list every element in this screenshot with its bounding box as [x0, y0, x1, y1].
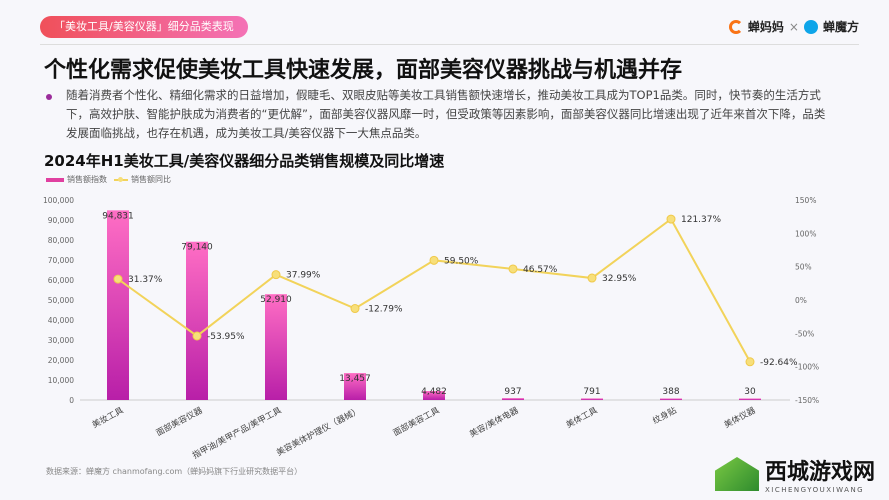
bar [423, 391, 445, 400]
line-point [666, 214, 676, 224]
line-point [429, 255, 439, 265]
left-tick-label: 100,000 [43, 196, 74, 205]
line-data-label: 31.37% [128, 275, 163, 285]
line-data-label: -92.64% [760, 358, 798, 368]
line-point [271, 270, 281, 280]
bar-data-label: 30 [744, 387, 756, 397]
bullet-icon [46, 94, 52, 100]
left-tick-label: 0 [69, 396, 74, 405]
logo-subtext: XICHENGYOUXIWANG [764, 486, 865, 494]
line-data-label: 37.99% [286, 271, 321, 281]
legend-line-label: 销售额同比 [131, 175, 171, 184]
left-tick-label: 10,000 [48, 376, 74, 385]
logo-text: 西城游戏网 [764, 459, 875, 485]
right-tick-label: 0% [795, 296, 807, 305]
bar-data-label: 4,482 [421, 387, 447, 397]
right-tick-label: -150% [795, 396, 819, 405]
bar [344, 373, 366, 400]
line-point [745, 357, 755, 367]
line-data-label: 121.37% [681, 215, 721, 225]
line-data-label: -53.95% [207, 332, 245, 342]
right-tick-label: 150% [795, 196, 816, 205]
chart-title: 2024年H1美妆工具/美容仪器细分品类销售规模及同比增速 [44, 152, 445, 170]
legend-bar-label: 销售额指数 [67, 175, 107, 184]
site-logo-icon [714, 457, 759, 491]
brand2: 蝉魔方 [822, 20, 859, 34]
bar [660, 398, 682, 400]
summary-paragraph: 随着消费者个性化、精细化需求的日益增加，假睫毛、双眼皮贴等美妆工具销售额快速增长… [66, 88, 826, 140]
page-title: 个性化需求促使美妆工具快速发展，面部美容仪器挑战与机遇并存 [44, 58, 683, 83]
x-tick-label: 指甲油/美甲产品/美甲工具 [191, 405, 284, 462]
legend-bar-swatch [46, 177, 64, 182]
bar-data-label: 13,457 [339, 374, 371, 384]
left-tick-label: 50,000 [48, 296, 74, 305]
x-tick-label: 美体工具 [564, 405, 600, 431]
line-point [113, 274, 123, 284]
x-tick-label: 美体仪器 [722, 405, 758, 431]
chart-legend: 销售额指数 销售额同比 [46, 174, 171, 185]
x-tick-label: 美容美体护理仪（器械） [275, 405, 363, 459]
chanmama-logo-icon [728, 19, 743, 34]
watermark-logo: 西城游戏网 XICHENGYOUXIWANG [714, 454, 875, 494]
x-tick-label: 纹身贴 [651, 405, 679, 427]
bar [186, 241, 208, 400]
bar [581, 398, 603, 400]
brand-logos: 蝉妈妈 × 蝉魔方 [728, 18, 859, 35]
x-tick-label: 面部美容仪器 [154, 405, 205, 439]
left-tick-label: 40,000 [48, 316, 74, 325]
bar-data-label: 79,140 [181, 243, 213, 253]
line-data-label: -12.79% [365, 305, 403, 315]
data-source: 数据来源：蝉魔方 chanmofang.com（蝉妈妈旗下行业研究数据平台） [46, 467, 303, 476]
right-tick-label: -100% [795, 363, 819, 372]
left-tick-label: 20,000 [48, 356, 74, 365]
brand-sep: × [788, 19, 799, 34]
line-data-label: 32.95% [602, 274, 637, 284]
bar-data-label: 791 [583, 387, 600, 397]
line-point [587, 273, 597, 283]
bar [739, 398, 761, 400]
left-tick-label: 90,000 [48, 216, 74, 225]
bar-data-label: 52,910 [260, 295, 292, 305]
right-tick-label: -50% [795, 329, 814, 338]
line-data-label: 59.50% [444, 256, 479, 266]
left-tick-label: 70,000 [48, 256, 74, 265]
line-point [508, 264, 518, 274]
bar-data-label: 388 [662, 387, 679, 397]
left-tick-label: 60,000 [48, 276, 74, 285]
line-point [192, 331, 202, 341]
right-tick-label: 50% [795, 263, 812, 272]
bar-data-label: 94,831 [102, 211, 134, 221]
bar [107, 210, 129, 400]
left-tick-label: 30,000 [48, 336, 74, 345]
x-tick-label: 美容/美体电器 [468, 405, 521, 440]
x-tick-label: 美妆工具 [90, 405, 126, 431]
left-tick-label: 80,000 [48, 236, 74, 245]
right-tick-label: 100% [795, 229, 816, 238]
bar [265, 294, 287, 400]
x-tick-label: 面部美容工具 [391, 405, 442, 439]
bar [502, 398, 524, 400]
chanmofang-logo-icon [803, 19, 818, 34]
line-point [350, 304, 360, 314]
divider [40, 44, 859, 45]
bar-data-label: 937 [504, 387, 521, 397]
brand1: 蝉妈妈 [747, 20, 784, 34]
line-data-label: 46.57% [523, 265, 558, 275]
legend-line-swatch [114, 176, 128, 182]
section-tag: 「美妆工具/美容仪器」细分品类表现 [40, 16, 248, 38]
